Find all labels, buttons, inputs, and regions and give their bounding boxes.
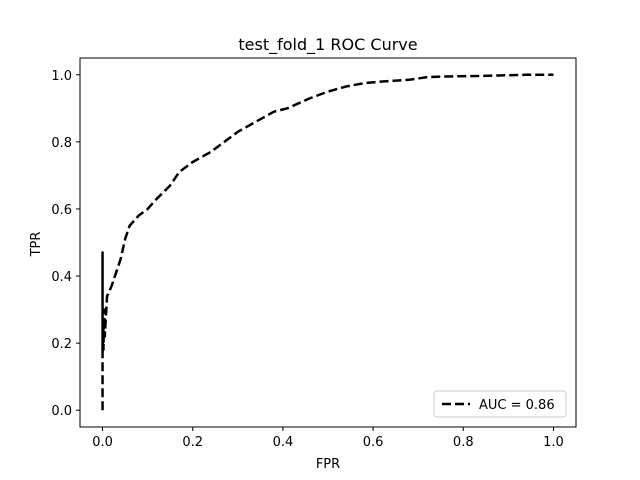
plot-area [79,57,577,428]
y-tick-label: 0.0 [51,404,72,419]
y-tick-label: 0.4 [51,270,72,285]
x-tick-label: 0.8 [453,435,474,450]
x-axis-title: FPR [316,457,340,472]
x-tick-label: 0.2 [182,435,203,450]
x-axis-ticks: 0.0 0.2 0.4 0.6 0.8 1.0 [92,427,564,450]
legend-box [433,390,567,418]
legend: AUC = 0.86 [433,390,567,418]
roc-curve-line [101,73,554,411]
y-axis-title: TPR [29,232,44,258]
x-tick-label: 1.0 [543,435,564,450]
y-tick-label: 0.2 [51,337,72,352]
y-tick-label: 0.6 [51,203,72,218]
x-tick-label: 0.0 [92,435,113,450]
chart-title: test_fold_1 ROC Curve [238,35,417,55]
x-tick-label: 0.6 [363,435,384,450]
y-axis-ticks: 0.0 0.2 0.4 0.6 0.8 1.0 [51,69,80,419]
plot-frame [79,57,577,428]
x-tick-label: 0.4 [273,435,294,450]
y-tick-label: 1.0 [51,69,72,84]
legend-label: AUC = 0.86 [479,398,555,413]
y-tick-label: 0.8 [51,136,72,151]
